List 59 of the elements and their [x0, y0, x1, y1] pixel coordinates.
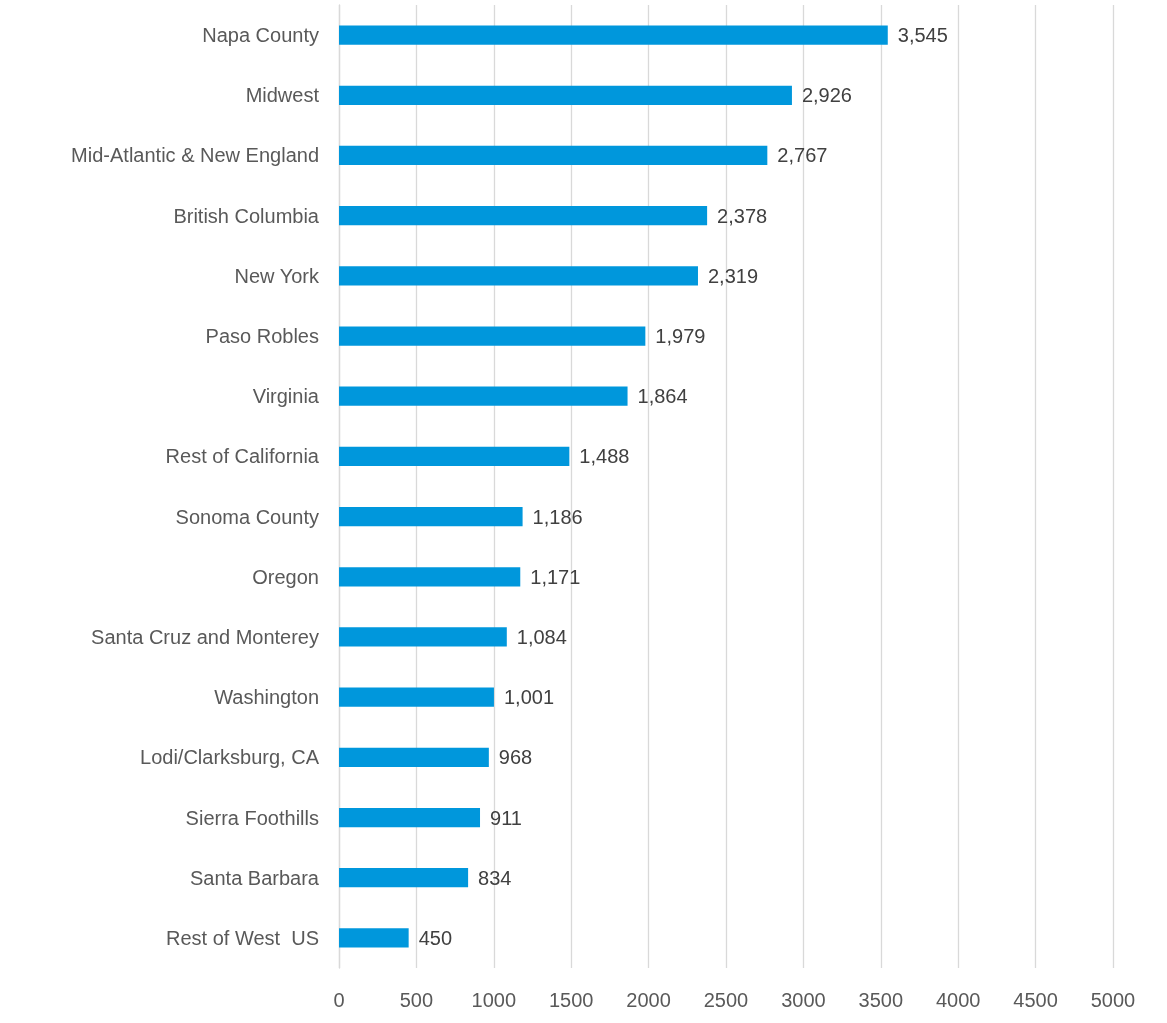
x-tick-label: 5000	[1090, 989, 1136, 1011]
data-label: 450	[418, 926, 453, 949]
bar	[339, 506, 523, 527]
bar	[339, 206, 708, 226]
x-tick-label: 500	[399, 989, 434, 1011]
x-tick-label: 1000	[471, 989, 517, 1011]
x-tick-label: 0	[333, 989, 345, 1011]
bar	[339, 928, 409, 948]
data-label: 3,545	[897, 24, 948, 47]
bar	[339, 627, 507, 647]
bar	[339, 25, 888, 45]
bar	[339, 687, 494, 707]
data-label: 2,319	[707, 264, 759, 287]
x-tick-label: 4500	[1013, 989, 1058, 1011]
y-tick-label: Santa Cruz and Monterey	[91, 625, 319, 648]
y-tick-label: Mid-Atlantic & New England	[71, 144, 319, 167]
bar	[339, 567, 521, 587]
y-tick-label: Midwest	[245, 84, 320, 107]
data-label: 1,084	[516, 625, 567, 648]
bar	[339, 326, 646, 346]
data-label: 911	[490, 806, 522, 829]
data-label: 1,171	[530, 565, 581, 588]
bar	[339, 386, 628, 406]
data-label: 1,186	[532, 505, 583, 528]
y-tick-label: Washington	[214, 686, 319, 709]
bar	[339, 266, 698, 286]
y-tick-label: Oregon	[252, 565, 319, 588]
x-tick-label: 1500	[548, 989, 594, 1011]
y-tick-label: Sierra Foothills	[185, 806, 319, 829]
data-label: 968	[498, 746, 533, 769]
data-label: 1,864	[637, 385, 688, 408]
x-tick-label: 3000	[781, 989, 826, 1011]
y-tick-label: Rest of West US	[165, 926, 319, 949]
y-tick-label: Lodi/Clarksburg, CA	[140, 746, 320, 769]
x-tick-label: 2500	[703, 989, 749, 1011]
y-tick-label: Rest of California	[165, 445, 320, 468]
bar	[339, 868, 469, 888]
bar	[339, 446, 570, 467]
x-tick-label: 2000	[626, 989, 671, 1011]
data-label: 2,378	[717, 204, 768, 227]
y-tick-label: Sonoma County	[175, 505, 319, 528]
data-label: 1,979	[655, 325, 706, 348]
data-label: 1,001	[503, 686, 555, 709]
x-tick-label: 3500	[858, 989, 904, 1011]
y-tick-label: Napa County	[202, 24, 319, 47]
bar	[339, 747, 489, 767]
y-tick-label: New York	[234, 264, 320, 287]
x-tick-label: 4000	[935, 989, 981, 1011]
bar	[339, 85, 792, 105]
data-label: 1,488	[579, 445, 630, 468]
bar	[339, 807, 481, 828]
y-tick-label: Paso Robles	[205, 325, 319, 348]
y-tick-label: Virginia	[252, 385, 320, 408]
bar	[339, 145, 768, 166]
y-tick-label: British Columbia	[173, 204, 320, 227]
data-label: 834	[478, 866, 512, 889]
y-tick-label: Santa Barbara	[190, 866, 320, 889]
data-label: 2,926	[801, 84, 853, 107]
data-label: 2,767	[777, 144, 828, 167]
